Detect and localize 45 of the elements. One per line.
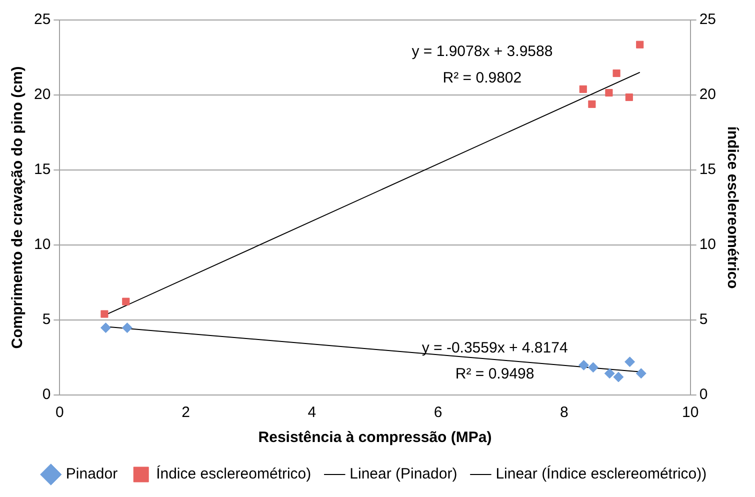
- y-tick-label: 25: [34, 11, 51, 28]
- point: [122, 298, 130, 306]
- x-tick-label: 4: [308, 404, 316, 422]
- point: [122, 322, 132, 334]
- x-axis-title: Resistência à compressão (MPa): [258, 429, 492, 446]
- x-tick-label: 0: [56, 404, 64, 422]
- y2-tick-label: 10: [699, 236, 716, 254]
- legend-label: Índice esclereométrico): [156, 464, 312, 483]
- annotation: R² = 0.9498: [455, 366, 534, 383]
- y2-tick-label: 15: [699, 161, 716, 178]
- y-tick-label: 0: [42, 386, 51, 404]
- y2-tick-label: 20: [699, 86, 716, 104]
- legend-label: Linear (Pinador): [350, 466, 458, 483]
- point: [100, 310, 108, 318]
- y-tick-label: 15: [34, 161, 51, 178]
- point: [624, 356, 636, 368]
- point: [588, 362, 598, 373]
- point: [588, 100, 596, 108]
- y2-tick-label: 25: [699, 11, 716, 28]
- y2-tick-label: 5: [699, 311, 708, 328]
- y2-tick-label: 0: [699, 386, 708, 404]
- point: [613, 372, 624, 382]
- point: [578, 360, 589, 370]
- point: [100, 322, 111, 334]
- point: [625, 93, 633, 102]
- point: [604, 368, 615, 379]
- x-tick-label: 8: [560, 404, 568, 422]
- x-tick-label: 2: [182, 404, 190, 422]
- y-axis-title: Comprimento de cravação do pino (cm): [9, 66, 26, 349]
- annotation: y = 1.9078x + 3.9588: [412, 43, 553, 60]
- y-tick-label: 10: [34, 236, 51, 254]
- y-tick-label: 5: [42, 311, 51, 328]
- x-tick-label: 10: [682, 404, 699, 422]
- annotation: y = -0.3559x + 4.8174: [422, 339, 568, 356]
- y2-axis-title: índice esclereométrico: [724, 126, 741, 289]
- legend-label: Pinador: [66, 466, 118, 483]
- point: [612, 69, 620, 78]
- legend-label: Linear (Índice esclereométrico)): [496, 464, 707, 483]
- y-tick-label: 20: [34, 86, 51, 104]
- x-tick-label: 6: [434, 404, 442, 422]
- point: [636, 368, 646, 379]
- point: [605, 88, 613, 97]
- point: [579, 85, 587, 93]
- annotation: R² = 0.9802: [442, 69, 522, 86]
- point: [636, 40, 644, 48]
